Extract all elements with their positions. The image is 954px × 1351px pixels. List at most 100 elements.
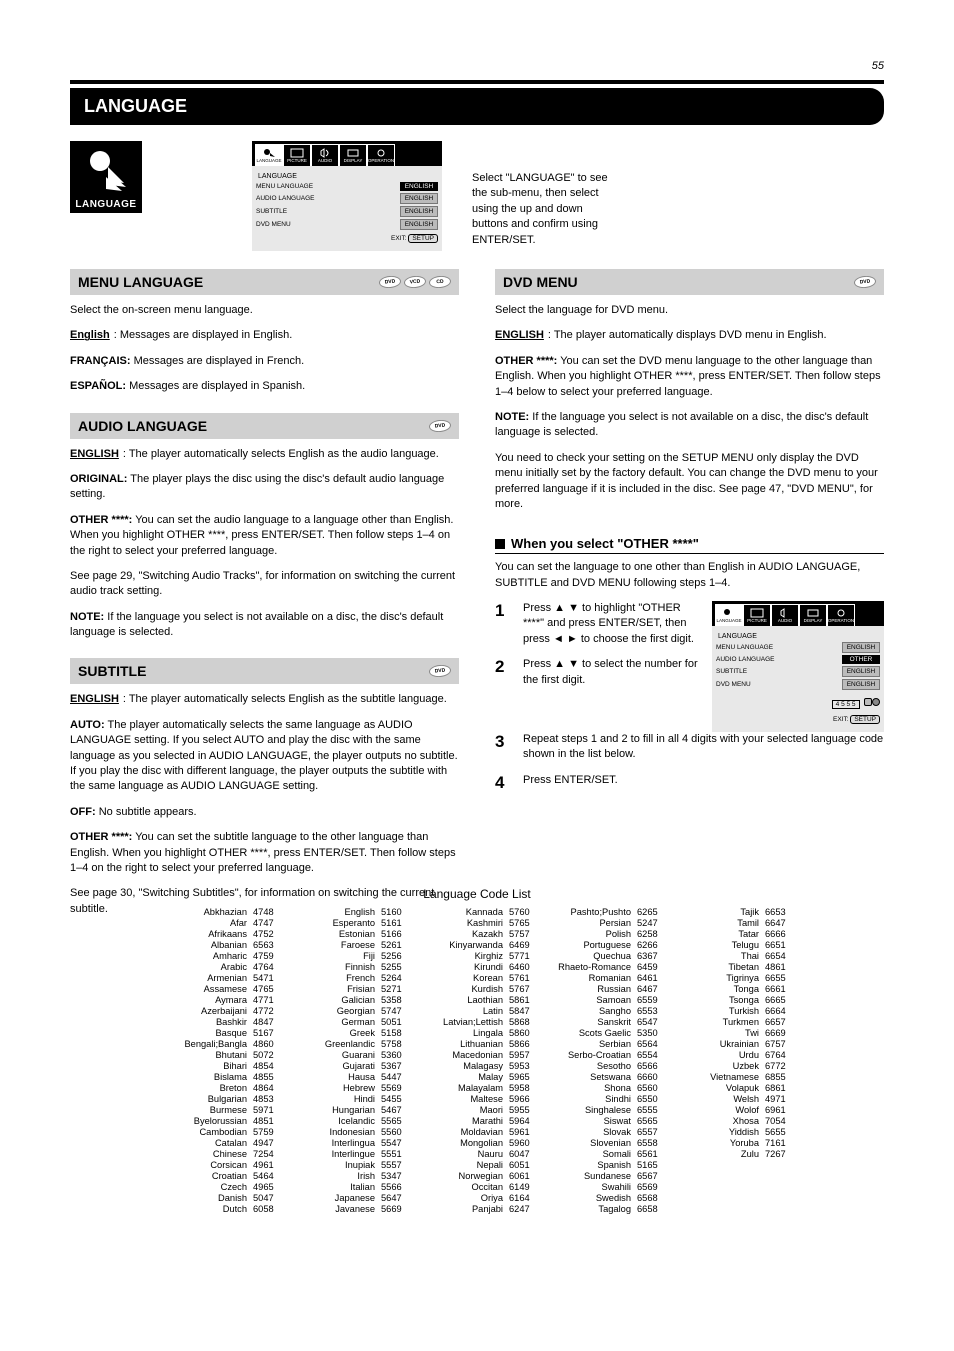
code-item: Guarani5360 xyxy=(291,1050,407,1060)
disc-icon: DVD xyxy=(379,275,402,289)
code-item: Slovak6557 xyxy=(547,1127,663,1137)
code-item: Hungarian5467 xyxy=(291,1105,407,1115)
code-item: Kurdish5767 xyxy=(419,984,535,994)
menu-row: MENU LANGUAGEENGLISH xyxy=(256,182,438,191)
body-text: Select the language for DVD menu. xyxy=(495,303,884,318)
code-item: Italian5566 xyxy=(291,1182,407,1192)
body-text: Select the on-screen menu language. xyxy=(70,303,459,318)
code-item: Turkmen6657 xyxy=(675,1017,791,1027)
code-item: Somali6561 xyxy=(547,1149,663,1159)
code-item: Ukrainian6757 xyxy=(675,1039,791,1049)
code-item: Bulgarian4853 xyxy=(163,1094,279,1104)
subsection-title: MENU LANGUAGE xyxy=(78,274,203,290)
code-item: Tonga6661 xyxy=(675,984,791,994)
code-column: Kannada5760Kashmiri5765Kazakh5757Kinyarw… xyxy=(419,907,535,1214)
code-item: Bhutani5072 xyxy=(163,1050,279,1060)
code-item: Arabic4764 xyxy=(163,962,279,972)
code-item: Basque5167 xyxy=(163,1028,279,1038)
menu-tab-picture: PICTURE xyxy=(283,144,311,166)
code-item: Irish5347 xyxy=(291,1171,407,1181)
code-item: Inupiak5557 xyxy=(291,1160,407,1170)
body-text: ENGLISH: The player automatically select… xyxy=(70,447,459,462)
menu-section-label: LANGUAGE xyxy=(258,173,438,180)
menu-exit: EXIT: SETUP xyxy=(256,234,438,243)
code-item: Lingala5860 xyxy=(419,1028,535,1038)
code-item: Bihari4854 xyxy=(163,1061,279,1071)
code-item: Tagalog6658 xyxy=(547,1204,663,1214)
step-menu-preview: LANGUAGE PICTURE AUDIO DISPLAY OPERATION… xyxy=(712,601,884,732)
code-item: Macedonian5957 xyxy=(419,1050,535,1060)
menu-tab-audio: AUDIO xyxy=(311,144,339,166)
body-text: You need to check your setting on the SE… xyxy=(495,451,884,513)
code-item: Welsh4971 xyxy=(675,1094,791,1104)
body-text: ENGLISH: The player automatically select… xyxy=(70,692,459,707)
code-item: Quechua6367 xyxy=(547,951,663,961)
code-item: Kashmiri5765 xyxy=(419,918,535,928)
code-item: Twi6669 xyxy=(675,1028,791,1038)
intro-text: Select "LANGUAGE" to see the sub-menu, t… xyxy=(472,171,612,248)
code-item: Moldavian5961 xyxy=(419,1127,535,1137)
code-item: Hindi5455 xyxy=(291,1094,407,1104)
page-number: 55 xyxy=(70,60,884,72)
code-item: Catalan4947 xyxy=(163,1138,279,1148)
code-item: Abkhazian4748 xyxy=(163,907,279,917)
code-item: Czech4965 xyxy=(163,1182,279,1192)
code-item: Interlingua5547 xyxy=(291,1138,407,1148)
code-item: Maori5955 xyxy=(419,1105,535,1115)
code-item: Singhalese6555 xyxy=(547,1105,663,1115)
subsection-subtitle: SUBTITLE DVD xyxy=(70,658,459,684)
code-item: Swahili6569 xyxy=(547,1182,663,1192)
menu-row: SUBTITLEENGLISH xyxy=(256,206,438,217)
body-text: OFF: No subtitle appears. xyxy=(70,805,459,820)
subsection-title: DVD MENU xyxy=(503,274,578,290)
code-item: Interlingue5551 xyxy=(291,1149,407,1159)
code-item: Amharic4759 xyxy=(163,951,279,961)
code-item: Yoruba7161 xyxy=(675,1138,791,1148)
code-item: Armenian5471 xyxy=(163,973,279,983)
code-item: Sanskrit6547 xyxy=(547,1017,663,1027)
code-item: Galician5358 xyxy=(291,995,407,1005)
body-text: English: Messages are displayed in Engli… xyxy=(70,328,459,343)
code-item: Oriya6164 xyxy=(419,1193,535,1203)
code-item: Marathi5964 xyxy=(419,1116,535,1126)
menu-tab-operation: OPERATION xyxy=(367,144,395,166)
code-item: Maltese5966 xyxy=(419,1094,535,1104)
code-item: Scots Gaelic5350 xyxy=(547,1028,663,1038)
code-item: Occitan6149 xyxy=(419,1182,535,1192)
subsection-audio-language: AUDIO LANGUAGE DVD xyxy=(70,413,459,439)
code-item: Georgian5747 xyxy=(291,1006,407,1016)
code-item: Bashkir4847 xyxy=(163,1017,279,1027)
code-item: Byelorussian4851 xyxy=(163,1116,279,1126)
code-item: Yiddish5655 xyxy=(675,1127,791,1137)
other-steps-heading: When you select "OTHER ****" xyxy=(495,536,884,554)
code-item: Korean5761 xyxy=(419,973,535,983)
code-item: Swedish6568 xyxy=(547,1193,663,1203)
code-item: Mongolian5960 xyxy=(419,1138,535,1148)
subsection-title: AUDIO LANGUAGE xyxy=(78,418,207,434)
disc-icon: DVD xyxy=(854,275,877,289)
code-column: English5160Esperanto5161Estonian5166Faro… xyxy=(291,907,407,1214)
note-text: NOTE: If the language you select is not … xyxy=(495,410,884,441)
code-item: Javanese5669 xyxy=(291,1204,407,1214)
code-item: Cambodian5759 xyxy=(163,1127,279,1137)
code-item: Danish5047 xyxy=(163,1193,279,1203)
code-item: Sesotho6566 xyxy=(547,1061,663,1071)
code-item: Aymara4771 xyxy=(163,995,279,1005)
code-item: Afrikaans4752 xyxy=(163,929,279,939)
body-text: ENGLISH: The player automatically displa… xyxy=(495,328,884,343)
code-item: Kinyarwanda6469 xyxy=(419,940,535,950)
code-item: Bislama4855 xyxy=(163,1072,279,1082)
code-item: Tajik6653 xyxy=(675,907,791,917)
code-item: Hausa5447 xyxy=(291,1072,407,1082)
code-item: Wolof6961 xyxy=(675,1105,791,1115)
code-item: Tibetan4861 xyxy=(675,962,791,972)
code-item: Turkish6664 xyxy=(675,1006,791,1016)
code-item: Nauru6047 xyxy=(419,1149,535,1159)
code-item: Kannada5760 xyxy=(419,907,535,917)
code-item: Afar4747 xyxy=(163,918,279,928)
menu-row: AUDIO LANGUAGEENGLISH xyxy=(256,193,438,204)
code-item: Samoan6559 xyxy=(547,995,663,1005)
body-text: FRANÇAIS: Messages are displayed in Fren… xyxy=(70,354,459,369)
code-column: Abkhazian4748Afar4747Afrikaans4752Albani… xyxy=(163,907,279,1214)
code-item: Norwegian6061 xyxy=(419,1171,535,1181)
